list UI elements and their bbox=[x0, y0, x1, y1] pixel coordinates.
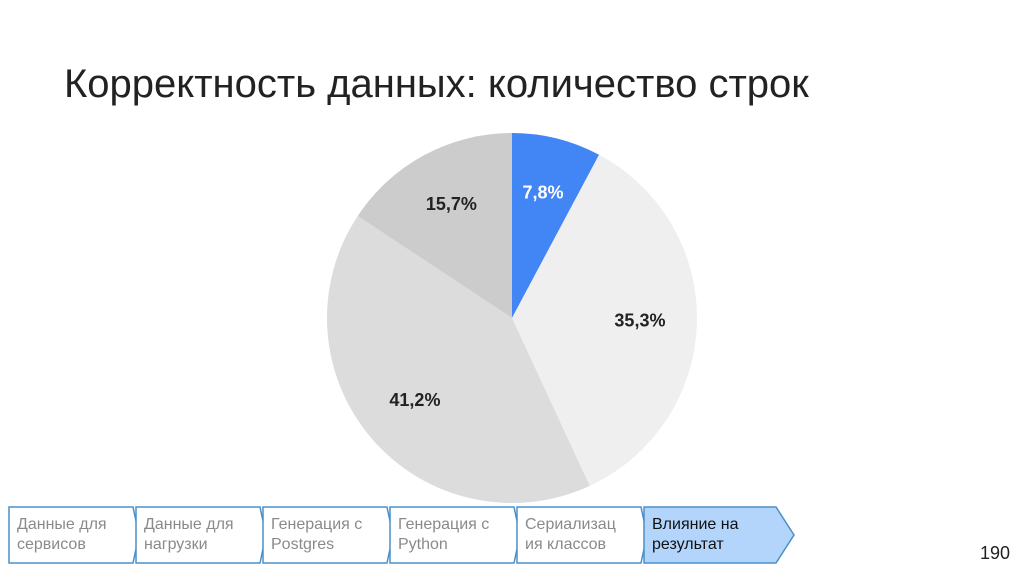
nav-step-label: Генерация с Python bbox=[398, 515, 520, 555]
nav-step-label-line: Сериализац bbox=[525, 516, 616, 533]
nav-step-label-line: Postgres bbox=[271, 536, 335, 553]
nav-step-label-line: Python bbox=[398, 536, 448, 553]
pie-slice bbox=[512, 133, 600, 318]
nav-step-label-line: ия классов bbox=[525, 536, 607, 553]
slide-title: Корректность данных: количество строк bbox=[64, 62, 809, 106]
nav-step[interactable]: Данные для нагрузки bbox=[135, 506, 286, 564]
slice-label: 7,8% bbox=[523, 183, 564, 203]
nav-step-label: Данные для сервисов bbox=[17, 515, 139, 555]
slice-label: 15,7% bbox=[426, 194, 477, 214]
page-number: 190 bbox=[979, 543, 1010, 563]
nav-step-label-line: сервисов bbox=[17, 536, 86, 553]
slice-label: 35,3% bbox=[614, 310, 665, 330]
nav-step-shape bbox=[643, 506, 795, 564]
slice-label: 41,2% bbox=[389, 390, 440, 410]
nav-step-label-line: Генерация с bbox=[271, 516, 363, 533]
nav-step[interactable]: Генерация с Postgres bbox=[262, 506, 413, 564]
nav-step-label: Данные для нагрузки bbox=[144, 515, 266, 555]
pie-slice bbox=[512, 154, 697, 486]
nav-step-label-line: нагрузки bbox=[144, 536, 208, 553]
nav-step-label-line: Влияние на bbox=[652, 516, 739, 533]
nav-step-label-line: результат bbox=[652, 536, 724, 553]
pie-slice bbox=[327, 215, 590, 504]
nav-step[interactable]: Сериализац ия классов bbox=[516, 506, 667, 564]
pie-slice bbox=[357, 133, 512, 318]
nav-step-label-line: Данные для bbox=[144, 516, 234, 533]
nav-step-label-line: Генерация с bbox=[398, 516, 490, 533]
nav-step[interactable]: Влияние на результат bbox=[643, 506, 795, 564]
nav-step-label: Сериализац ия классов bbox=[525, 515, 647, 555]
nav-step-label: Генерация с Postgres bbox=[271, 515, 393, 555]
nav-step-label: Влияние на результат bbox=[652, 515, 774, 555]
nav-step[interactable]: Генерация с Python bbox=[389, 506, 540, 564]
nav-step-label-line: Данные для bbox=[17, 516, 107, 533]
